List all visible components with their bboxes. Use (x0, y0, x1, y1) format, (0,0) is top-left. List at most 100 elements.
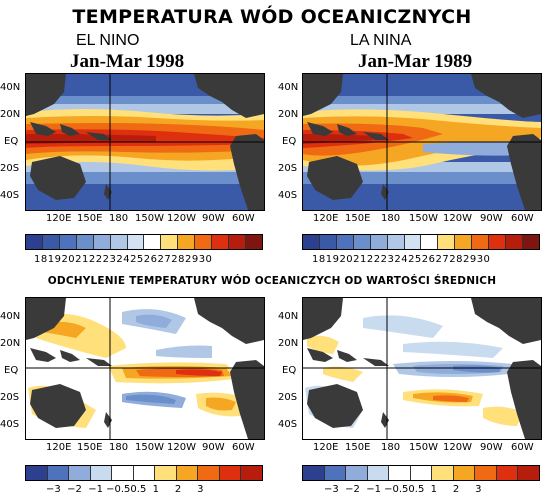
el-nino-label: EL NINO (76, 32, 140, 49)
lat-label-20s-bottom-right: 20S (278, 392, 298, 403)
temperature-swatch-6 (404, 235, 422, 249)
lon-label-90w-bl: 90W (202, 442, 225, 453)
lat-label-20s-top: 20S (0, 163, 20, 174)
anomaly-swatch-3 (367, 466, 390, 480)
anomaly-swatch-5 (410, 466, 433, 480)
temperature-swatch-2 (336, 235, 354, 249)
lat-label-eq-top: EQ (4, 136, 19, 147)
temperature-swatch-9 (455, 235, 473, 249)
lon-label-150e-bl: 150E (77, 442, 103, 453)
temperature-swatch-6 (127, 235, 145, 249)
temperature-swatch-3 (76, 235, 94, 249)
lat-label-40n-top: 40N (0, 82, 21, 93)
lon-label-180-tr: 180 (381, 213, 401, 224)
lon-label-120w-tl: 120W (167, 213, 196, 224)
lat-label-40s-bottom-right: 40S (278, 419, 298, 430)
temperature-swatch-11 (489, 235, 507, 249)
temperature-scale-labels-right: 18192021222324252627282930 (312, 254, 491, 265)
lat-label-eq-top-right: EQ (282, 136, 297, 147)
lon-label-120e-br: 120E (313, 442, 339, 453)
lat-label-40s-top: 40S (0, 190, 20, 201)
lon-label-60w-tl: 60W (232, 213, 255, 224)
anomaly-swatch-1 (324, 466, 347, 480)
temperature-swatch-7 (421, 235, 439, 249)
anomaly-scale-labels-right: −3 −2 −1 −0.50.5 1 2 3 (324, 484, 482, 495)
anomaly-swatch-8 (198, 466, 220, 480)
lon-label-150w-bl: 150W (135, 442, 164, 453)
lon-label-60w-br: 60W (511, 442, 534, 453)
lon-label-150e-tr: 150E (345, 213, 371, 224)
temperature-swatch-1 (319, 235, 337, 249)
temperature-swatch-7 (144, 235, 162, 249)
lon-label-120w-tr: 120W (443, 213, 472, 224)
anomaly-swatch-10 (241, 466, 263, 480)
el-nino-anomaly-map (25, 297, 265, 440)
anomaly-swatch-4 (112, 466, 134, 480)
lon-label-120e-tl: 120E (46, 213, 72, 224)
lat-label-20s-top-right: 20S (278, 163, 298, 174)
temperature-colorbar-left (25, 234, 263, 250)
temperature-swatch-0 (26, 235, 43, 249)
lat-label-20n-top-right: 20N (278, 109, 299, 120)
lat-label-20n-bottom: 20N (0, 338, 21, 349)
lon-label-90w-tr: 90W (480, 213, 503, 224)
temperature-swatch-1 (42, 235, 60, 249)
lon-label-150e-tl: 150E (77, 213, 103, 224)
temperature-swatch-12 (229, 235, 246, 249)
anomaly-colorbar-right (302, 465, 540, 481)
anomaly-swatch-3 (90, 466, 113, 480)
temperature-swatch-5 (387, 235, 405, 249)
temperature-swatch-3 (353, 235, 371, 249)
lon-label-180-bl: 180 (109, 442, 129, 453)
page-title: TEMPERATURA WÓD OCEANICZNYCH (72, 6, 472, 28)
lat-label-20n-top: 20N (0, 109, 21, 120)
anomaly-scale-labels-left: −3 −2 −1 −0.50.5 1 2 3 (46, 484, 204, 495)
lon-label-120e-tr: 120E (313, 213, 339, 224)
anomaly-swatch-10 (518, 466, 540, 480)
anomaly-swatch-5 (133, 466, 156, 480)
temperature-swatch-4 (370, 235, 388, 249)
temperature-swatch-8 (161, 235, 179, 249)
la-nina-temperature-map (302, 73, 542, 211)
temperature-swatch-11 (212, 235, 230, 249)
anomaly-swatch-6 (155, 466, 177, 480)
lon-label-150w-tl: 150W (135, 213, 164, 224)
lon-label-180-br: 180 (381, 442, 401, 453)
lon-label-150w-tr: 150W (409, 213, 438, 224)
temperature-swatch-2 (59, 235, 77, 249)
lon-label-60w-bl: 60W (232, 442, 255, 453)
lon-label-120e-bl: 120E (46, 442, 72, 453)
lat-label-40s-bottom: 40S (0, 419, 20, 430)
lon-label-90w-tl: 90W (202, 213, 225, 224)
lon-label-90w-br: 90W (480, 442, 503, 453)
lon-label-150e-br: 150E (345, 442, 371, 453)
lon-label-180-tl: 180 (109, 213, 129, 224)
anomaly-swatch-4 (389, 466, 411, 480)
temperature-swatch-12 (506, 235, 523, 249)
anomaly-swatch-9 (219, 466, 242, 480)
lat-label-40n-bottom-right: 40N (278, 311, 299, 322)
el-nino-period: Jan-Mar 1998 (70, 51, 185, 72)
temperature-swatch-0 (303, 235, 320, 249)
lat-label-40s-top-right: 40S (278, 190, 298, 201)
anomaly-swatch-8 (475, 466, 497, 480)
temperature-swatch-10 (472, 235, 490, 249)
temperature-swatch-13 (245, 235, 262, 249)
lon-label-150w-br: 150W (409, 442, 438, 453)
temperature-swatch-8 (438, 235, 456, 249)
lat-label-20s-bottom: 20S (0, 392, 20, 403)
anomaly-swatch-9 (496, 466, 519, 480)
lat-label-40n-bottom: 40N (0, 311, 21, 322)
lon-label-60w-tr: 60W (511, 213, 534, 224)
temperature-scale-labels-left: 18192021222324252627282930 (34, 254, 213, 265)
la-nina-anomaly-map (302, 297, 542, 440)
lat-label-20n-bottom-right: 20N (278, 338, 299, 349)
lon-label-120w-bl: 120W (167, 442, 196, 453)
anomaly-subtitle: ODCHYLENIE TEMPERATURY WÓD OCEANICZYCH O… (47, 275, 497, 287)
anomaly-swatch-2 (69, 466, 91, 480)
anomaly-swatch-6 (432, 466, 454, 480)
la-nina-period: Jan-Mar 1989 (358, 51, 473, 72)
lat-label-eq-bottom-right: EQ (282, 365, 297, 376)
temperature-swatch-5 (110, 235, 128, 249)
anomaly-swatch-0 (26, 466, 48, 480)
